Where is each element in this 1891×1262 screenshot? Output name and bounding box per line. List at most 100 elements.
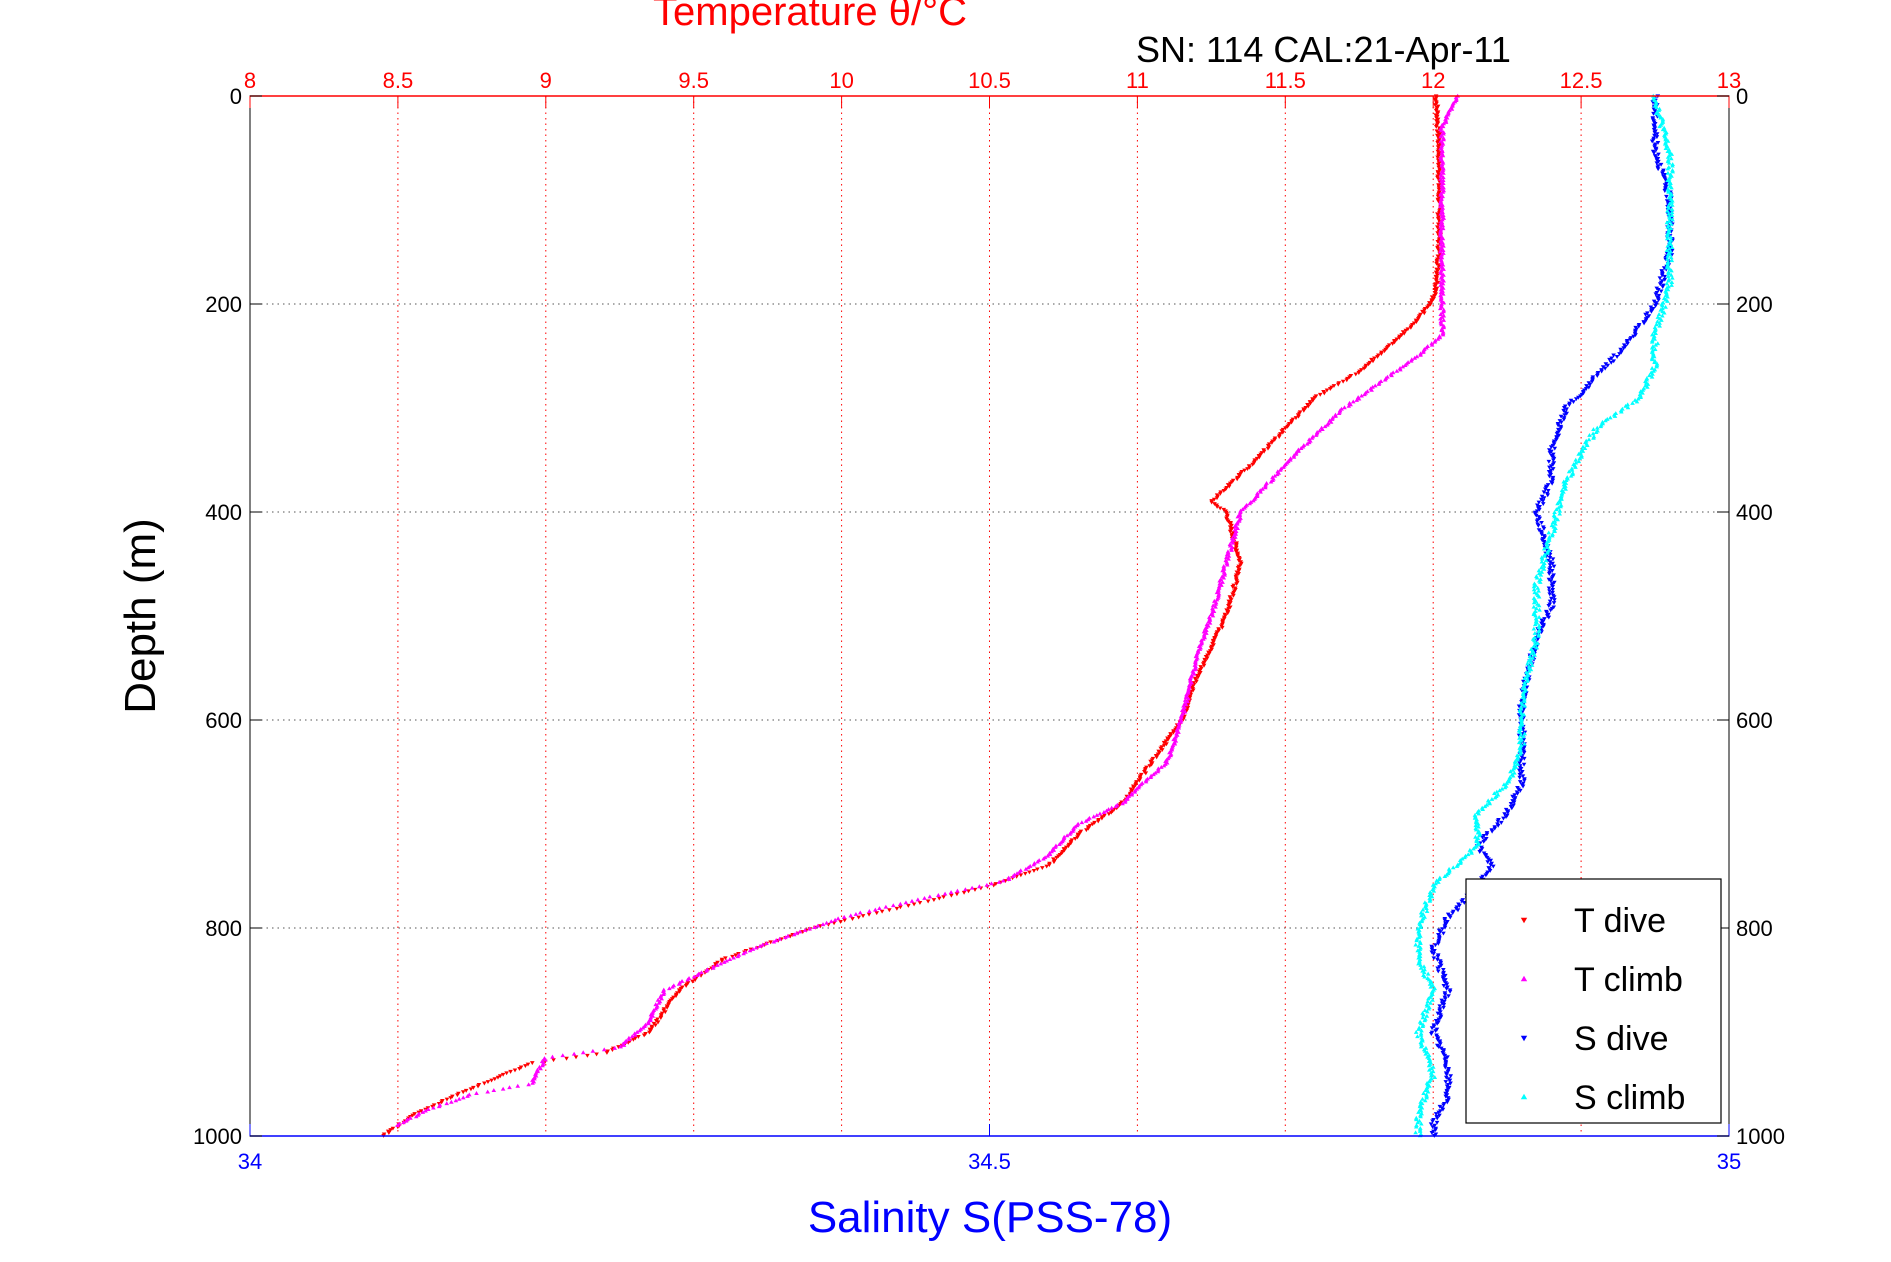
data-point: [1668, 156, 1674, 161]
data-point: [1536, 588, 1541, 593]
data-point: [1667, 252, 1673, 257]
data-point: [612, 1045, 618, 1050]
data-point: [1541, 490, 1547, 495]
data-point: [1102, 813, 1107, 818]
data-point: [1435, 1011, 1441, 1016]
series-t-dive: [381, 94, 1444, 1138]
data-point: [1534, 645, 1540, 650]
data-point: [1657, 124, 1662, 129]
data-point: [1510, 773, 1516, 778]
data-point: [1661, 310, 1667, 315]
data-point: [1557, 508, 1563, 513]
data-point: [1665, 287, 1671, 292]
data-point: [1336, 411, 1342, 416]
data-point: [1550, 590, 1555, 595]
data-point: [1432, 103, 1438, 108]
data-point: [1552, 446, 1558, 451]
data-point: [1665, 170, 1671, 175]
data-point: [1534, 509, 1540, 514]
data-point: [1665, 138, 1671, 143]
data-point: [1660, 313, 1665, 318]
data-point: [1665, 208, 1670, 213]
data-point: [1054, 855, 1059, 860]
data-point: [1535, 585, 1541, 590]
data-point: [1439, 186, 1444, 191]
data-point: [1488, 858, 1494, 863]
data-point: [1529, 651, 1535, 656]
data-point: [1666, 189, 1671, 194]
data-point: [936, 896, 942, 901]
data-point: [1350, 399, 1356, 404]
data-point: [1433, 943, 1438, 948]
data-point: [532, 1076, 537, 1081]
data-point: [1425, 999, 1431, 1004]
data-point: [1052, 844, 1058, 849]
data-point: [927, 894, 933, 899]
data-point: [1441, 175, 1446, 180]
data-point: [1532, 652, 1537, 657]
data-point: [1379, 352, 1384, 357]
data-point: [1654, 105, 1659, 110]
legend-label: S climb: [1574, 1079, 1685, 1117]
data-point: [1327, 387, 1333, 391]
data-point: [1066, 844, 1071, 849]
data-point: [1438, 1010, 1443, 1015]
data-point: [955, 888, 960, 893]
data-point: [1529, 662, 1535, 667]
data-point: [460, 1095, 466, 1100]
data-point: [655, 1020, 661, 1025]
data-point: [1435, 954, 1441, 959]
data-point: [448, 1096, 453, 1101]
data-point: [1668, 255, 1674, 260]
data-point: [1475, 821, 1481, 826]
data-point: [1654, 132, 1660, 137]
data-point: [1044, 864, 1049, 869]
data-point: [1441, 131, 1446, 136]
data-point: [1194, 679, 1199, 684]
data-point: [1438, 224, 1443, 229]
data-point: [1436, 1017, 1442, 1022]
data-point: [1549, 576, 1555, 581]
data-point: [1335, 382, 1341, 387]
data-point: [1571, 400, 1576, 405]
data-point: [526, 1082, 531, 1087]
data-point: [1657, 276, 1663, 281]
data-point: [853, 911, 859, 916]
data-point: [646, 1021, 651, 1026]
data-point: [1539, 621, 1544, 626]
data-point: [1492, 795, 1498, 800]
data-point: [1665, 298, 1670, 303]
data-point: [1669, 221, 1674, 226]
data-point: [1547, 563, 1553, 568]
data-point: [1608, 360, 1614, 365]
data-point: [1582, 446, 1588, 450]
data-point: [1659, 273, 1665, 278]
data-point: [1220, 580, 1225, 584]
data-point: [650, 1013, 656, 1018]
data-point: [704, 968, 709, 973]
data-point: [807, 926, 813, 931]
data-point: [1320, 427, 1325, 432]
data-point: [538, 1066, 543, 1071]
data-point: [1531, 600, 1537, 605]
data-point: [1230, 540, 1236, 545]
data-point: [1577, 456, 1583, 461]
data-point: [1420, 907, 1426, 912]
data-point: [1546, 603, 1552, 608]
data-point: [465, 1093, 470, 1098]
data-point: [1534, 575, 1540, 580]
data-point: [820, 922, 826, 927]
data-point: [903, 900, 909, 905]
data-point: [1665, 149, 1671, 153]
series-t-climb: [395, 93, 1460, 1128]
data-point: [647, 1030, 652, 1035]
data-point: [1488, 863, 1494, 868]
data-point: [670, 984, 675, 989]
data-point: [1225, 611, 1231, 616]
data-point: [1658, 162, 1664, 167]
data-point: [1224, 562, 1230, 567]
data-point: [1558, 504, 1563, 509]
data-point: [1516, 768, 1522, 773]
data-point: [1558, 414, 1564, 419]
data-point: [1608, 415, 1613, 420]
